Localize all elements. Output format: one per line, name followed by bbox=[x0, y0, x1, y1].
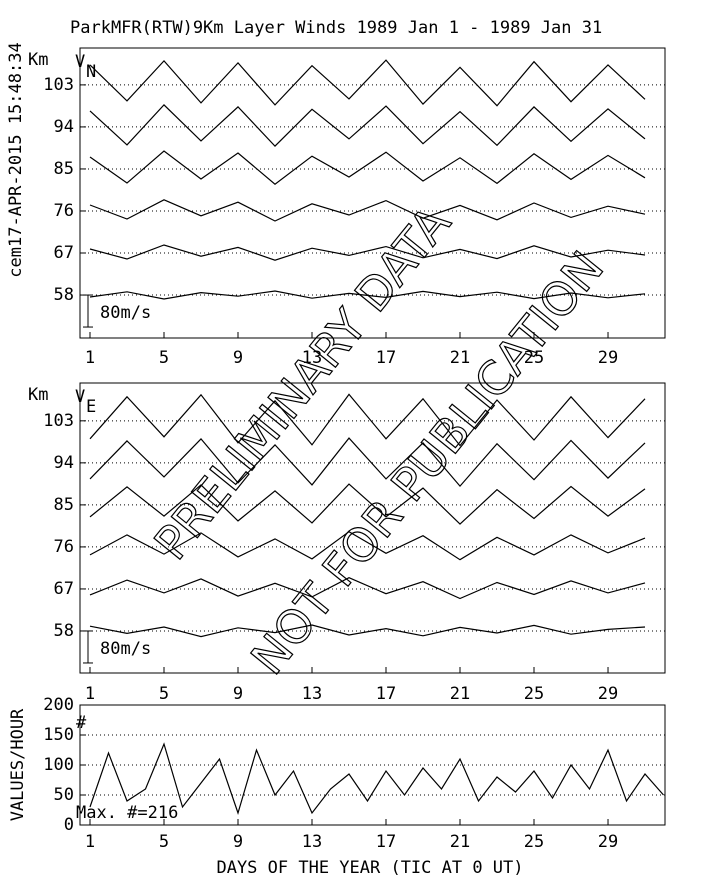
plot-frame bbox=[79, 382, 666, 674]
y-tick-label: 94 bbox=[54, 453, 74, 473]
y-tick-label: 58 bbox=[54, 621, 74, 641]
trace bbox=[89, 624, 646, 638]
panel-label: V bbox=[75, 52, 85, 72]
trace bbox=[89, 393, 646, 447]
x-tick-label: 1 bbox=[85, 348, 95, 368]
y-tick-label: 103 bbox=[43, 411, 74, 431]
y-unit: Km bbox=[28, 50, 48, 70]
trace bbox=[89, 742, 664, 815]
panel-label: V bbox=[75, 387, 85, 407]
trace bbox=[89, 437, 646, 488]
y-tick-label: 200 bbox=[43, 695, 74, 715]
y-tick-label: 103 bbox=[43, 75, 74, 95]
plot-frame bbox=[79, 47, 666, 339]
trace bbox=[89, 104, 646, 147]
y-tick-label: 76 bbox=[54, 201, 74, 221]
y-tick-label: 85 bbox=[54, 159, 74, 179]
y-tick-label: 58 bbox=[54, 285, 74, 305]
x-tick-label: 5 bbox=[159, 832, 169, 852]
y-unit: Km bbox=[28, 385, 48, 405]
x-tick-label: 29 bbox=[598, 684, 618, 704]
trace bbox=[89, 577, 646, 600]
x-tick-label: 29 bbox=[598, 832, 618, 852]
y-tick-label: 94 bbox=[54, 117, 74, 137]
x-tick-label: 13 bbox=[302, 684, 322, 704]
trace bbox=[89, 150, 646, 185]
y-tick-label: 50 bbox=[54, 785, 74, 805]
scale-label: 80m/s bbox=[100, 639, 151, 659]
trace bbox=[89, 530, 646, 561]
x-tick-label: 29 bbox=[598, 348, 618, 368]
x-axis-label: DAYS OF THE YEAR (TIC AT 0 UT) bbox=[216, 858, 523, 877]
panel-subscript: N bbox=[86, 62, 96, 82]
x-tick-label: 5 bbox=[159, 684, 169, 704]
y-tick-label: 76 bbox=[54, 537, 74, 557]
trace bbox=[89, 290, 646, 300]
chart-title: ParkMFR(RTW)9Km Layer Winds 1989 Jan 1 -… bbox=[70, 18, 602, 38]
y-tick-label: 150 bbox=[43, 725, 74, 745]
x-tick-label: 1 bbox=[85, 684, 95, 704]
y-tick-label: 67 bbox=[54, 243, 74, 263]
x-tick-label: 21 bbox=[450, 832, 470, 852]
max-note: Max. #=216 bbox=[76, 803, 178, 823]
x-tick-label: 1 bbox=[85, 832, 95, 852]
x-tick-label: 21 bbox=[450, 348, 470, 368]
x-tick-label: 17 bbox=[376, 684, 396, 704]
x-tick-label: 13 bbox=[302, 348, 322, 368]
x-tick-label: 13 bbox=[302, 832, 322, 852]
count-marker: # bbox=[76, 713, 87, 733]
trace bbox=[89, 199, 646, 222]
x-tick-label: 25 bbox=[524, 684, 544, 704]
y-tick-label: 67 bbox=[54, 579, 74, 599]
y-tick-label: 0 bbox=[64, 815, 74, 835]
timestamp: cem17-APR-2015 15:48:34 bbox=[6, 42, 26, 277]
trace bbox=[89, 244, 646, 261]
x-tick-label: 5 bbox=[159, 348, 169, 368]
y-tick-label: 85 bbox=[54, 495, 74, 515]
x-tick-label: 25 bbox=[524, 832, 544, 852]
x-tick-label: 9 bbox=[233, 348, 243, 368]
trace bbox=[89, 483, 646, 525]
x-tick-label: 25 bbox=[524, 348, 544, 368]
y-axis-label: VALUES/HOUR bbox=[8, 708, 28, 821]
x-tick-label: 17 bbox=[376, 348, 396, 368]
x-tick-label: 9 bbox=[233, 684, 243, 704]
panel-subscript: E bbox=[86, 397, 96, 417]
x-tick-label: 21 bbox=[450, 684, 470, 704]
x-tick-label: 17 bbox=[376, 832, 396, 852]
scale-label: 80m/s bbox=[100, 303, 151, 323]
trace bbox=[89, 59, 646, 107]
y-tick-label: 100 bbox=[43, 755, 74, 775]
x-tick-label: 9 bbox=[233, 832, 243, 852]
